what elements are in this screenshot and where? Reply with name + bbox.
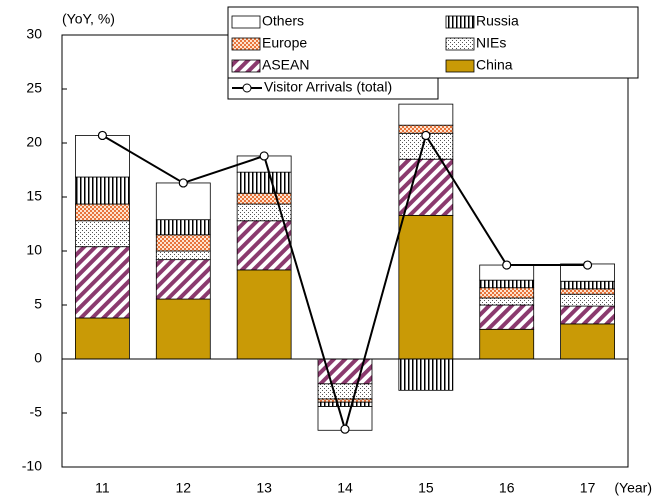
y-tick-label: 15 (26, 188, 42, 204)
bar-segment (155, 259, 211, 300)
bar-segment (560, 293, 615, 307)
bar-segment (75, 203, 130, 222)
bar-segment (155, 182, 211, 221)
legend-marker (242, 83, 252, 93)
bar-segment (398, 158, 454, 216)
y-tick-label: 30 (26, 26, 42, 42)
bar-segment (479, 279, 535, 289)
x-tick-label: 16 (499, 480, 515, 496)
x-tick-label: 11 (95, 480, 110, 496)
total-marker (178, 178, 188, 188)
legend-label: Others (262, 13, 304, 29)
legend-swatch (231, 37, 261, 51)
bar-segment (155, 298, 211, 360)
x-axis-label: (Year) (614, 480, 652, 496)
bar-segment (236, 220, 292, 271)
bar-segment (236, 192, 292, 205)
legend-box (227, 77, 439, 100)
bar-segment (155, 234, 211, 252)
bar-segment (155, 250, 211, 261)
bar-segment (479, 328, 535, 360)
bar-segment (75, 220, 130, 248)
x-tick-label: 12 (175, 480, 191, 496)
total-marker (421, 130, 431, 141)
bar-segment (236, 269, 292, 360)
bar-segment (75, 135, 130, 178)
total-marker (97, 130, 108, 141)
bar-segment (317, 401, 373, 407)
total-marker (582, 260, 593, 270)
legend-label: China (476, 57, 513, 73)
x-tick-label: 17 (580, 480, 596, 496)
bar-segment (560, 280, 615, 290)
total-marker (502, 260, 512, 270)
bar-segment (75, 176, 130, 205)
bar-segment (398, 103, 454, 126)
bar-segment (479, 297, 535, 306)
legend-swatch (445, 59, 475, 73)
x-tick-label: 15 (418, 480, 434, 496)
total-marker (259, 151, 269, 161)
legend-swatch (231, 15, 261, 29)
bar-segment (236, 171, 292, 194)
legend-swatch (445, 15, 475, 29)
bar-segment (398, 358, 454, 391)
y-tick-label: 10 (26, 242, 42, 258)
x-tick-label: 14 (337, 480, 353, 496)
y-tick-label: 20 (26, 134, 42, 150)
total-marker (340, 424, 350, 434)
bar-segment (317, 398, 373, 403)
legend-swatch (445, 37, 475, 51)
bar-segment (398, 214, 454, 360)
bar-segment (479, 287, 535, 299)
y-tick-label: 25 (26, 80, 42, 96)
legend-label: NIEs (476, 35, 506, 51)
legend-label: ASEAN (262, 57, 309, 73)
bar-segment (155, 219, 211, 236)
x-tick-label: 13 (256, 480, 272, 496)
bar-segment (317, 383, 373, 400)
legend-box (227, 6, 639, 79)
y-axis-label: (YoY, %) (62, 11, 115, 27)
legend-label: Europe (262, 35, 307, 51)
legend-swatch (231, 59, 261, 73)
y-tick-label: 0 (34, 350, 42, 366)
bar-segment (560, 305, 615, 325)
legend-label: Russia (476, 13, 519, 29)
bar-segment (75, 246, 130, 319)
bar-segment (560, 288, 615, 295)
legend-label: Visitor Arrivals (total) (264, 79, 392, 95)
bar-segment (560, 323, 615, 360)
y-tick-label: 5 (34, 296, 42, 312)
bar-segment (479, 304, 535, 330)
bar-segment (75, 317, 130, 360)
y-tick-label: -5 (30, 404, 43, 420)
y-tick-label: -10 (22, 458, 42, 474)
